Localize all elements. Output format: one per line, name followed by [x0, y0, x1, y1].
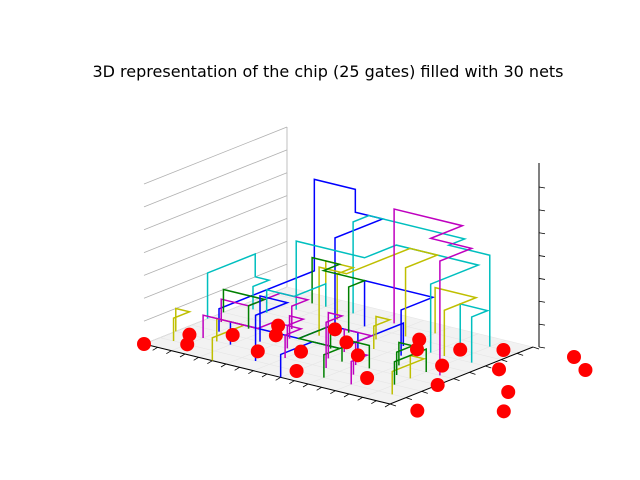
floor-gridline-x — [280, 320, 424, 378]
floor-gridline-y — [286, 286, 534, 348]
gate-marker-13 — [410, 342, 424, 357]
x-tick — [275, 376, 281, 381]
y-tick — [485, 365, 492, 369]
x-tick — [152, 346, 158, 351]
net-17 — [286, 314, 306, 349]
gate-marker-16 — [435, 358, 450, 373]
gate-marker-10 — [289, 364, 304, 378]
net-18 — [393, 208, 475, 376]
y-tick — [532, 346, 540, 350]
gate-marker-3 — [225, 328, 240, 342]
x-tick — [330, 390, 336, 395]
z-tick — [538, 278, 546, 280]
gate-marker-15 — [453, 342, 468, 357]
net-13 — [391, 354, 427, 395]
y-tick — [389, 403, 397, 407]
y-tick — [501, 359, 508, 363]
net-10 — [325, 259, 356, 320]
x-tick — [220, 363, 227, 368]
gate-marker-22 — [501, 385, 516, 399]
x-tick — [289, 380, 295, 385]
gate-marker-0 — [137, 337, 151, 351]
floor-gridline-x — [253, 313, 397, 371]
gate-marker-14 — [360, 371, 375, 385]
y-tick — [421, 390, 428, 394]
gate-marker-8 — [294, 344, 308, 359]
x-tick — [193, 356, 199, 361]
net-4 — [206, 252, 272, 319]
net-6 — [352, 214, 491, 347]
net-21 — [222, 288, 267, 329]
gate-marker-19 — [492, 362, 506, 377]
gate-marker-17 — [496, 343, 511, 357]
net-11 — [318, 247, 440, 337]
x-tick — [302, 383, 309, 388]
gate-marker-21 — [567, 350, 581, 364]
net-22 — [311, 256, 368, 333]
x-tick — [179, 353, 186, 358]
wall-gridline-left — [143, 172, 288, 231]
gate-marker-11 — [350, 348, 365, 363]
net-26 — [254, 294, 290, 361]
net-12 — [373, 315, 393, 349]
floor-gridline-x — [335, 333, 479, 391]
gate-marker-7 — [328, 322, 342, 337]
z-tick — [538, 255, 546, 257]
y-tick — [469, 371, 476, 375]
floor-gridline-y — [159, 337, 406, 398]
gate-marker-24 — [496, 404, 511, 419]
y-tick — [405, 397, 413, 401]
y-tick — [453, 378, 460, 382]
gate-marker-20 — [410, 403, 425, 418]
wall-gridline-left — [143, 149, 288, 208]
x-tick — [207, 360, 213, 365]
x-tick — [248, 370, 254, 375]
net-3 — [363, 279, 436, 356]
wall-gridline-left — [143, 195, 288, 253]
z-tick — [538, 323, 546, 326]
z-tick — [538, 209, 546, 212]
net-8 — [172, 307, 192, 341]
gate-marker-9 — [339, 335, 354, 350]
z-tick — [538, 232, 546, 235]
x-tick — [166, 350, 172, 355]
gate-marker-5 — [268, 328, 283, 343]
wall-gridline-left — [143, 263, 288, 322]
wall-gridline-left — [143, 126, 288, 185]
x-tick — [384, 403, 391, 408]
gate-marker-23 — [578, 363, 593, 377]
x-tick — [261, 373, 268, 378]
net-14 — [434, 286, 479, 356]
floor-gridline-x — [171, 293, 315, 351]
x-tick — [371, 400, 377, 405]
z-tick — [538, 186, 546, 189]
gate-marker-6 — [250, 344, 265, 359]
floor-pane — [144, 287, 533, 404]
floor-gridline-x — [198, 300, 342, 358]
net-27 — [265, 282, 327, 313]
x-tick — [316, 386, 322, 391]
x-tick — [343, 393, 350, 398]
floor-gridline-x — [307, 326, 452, 385]
gate-marker-2 — [180, 337, 195, 352]
x-tick — [357, 396, 363, 401]
floor-gridline-x — [362, 340, 506, 398]
net-29 — [393, 348, 427, 385]
z-tick — [538, 300, 546, 303]
chart-title: 3D representation of the chip (25 gates)… — [92, 62, 564, 81]
net-24 — [341, 337, 371, 369]
wall-gridline-left — [143, 218, 288, 276]
z-tick — [538, 346, 546, 349]
floor-gridline-x — [225, 306, 370, 365]
y-axis-line — [389, 346, 534, 405]
gate-marker-18 — [430, 378, 445, 392]
x-tick — [234, 366, 240, 371]
net-5 — [295, 240, 481, 353]
y-tick — [516, 352, 524, 356]
net-7 — [459, 302, 491, 363]
